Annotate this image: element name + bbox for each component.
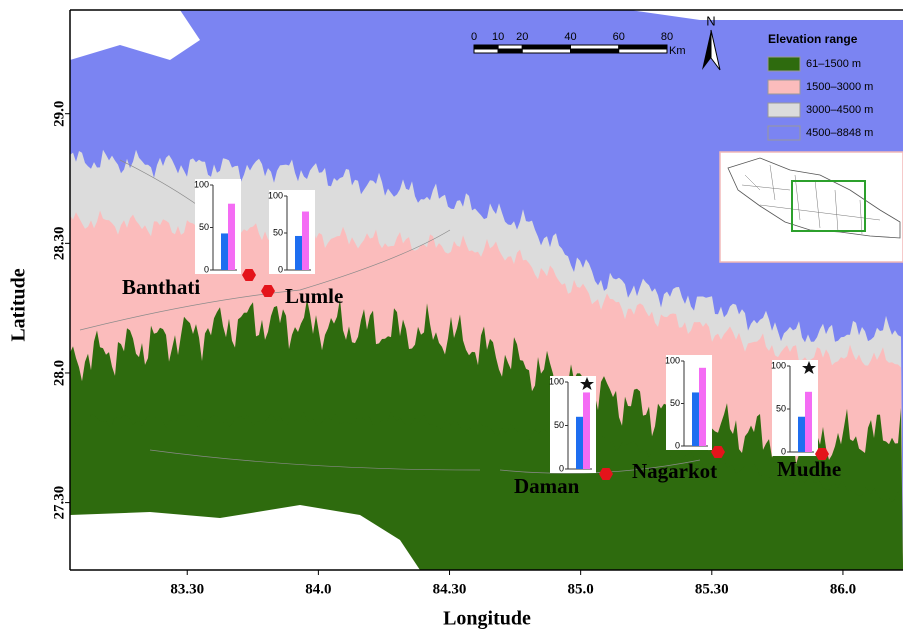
scale-label: 40 [564, 31, 576, 43]
y-tick-label: 29.0 [51, 101, 67, 127]
mini-tick-label: 100 [268, 190, 283, 200]
mini-bar [805, 391, 812, 452]
scale-segment [473, 44, 499, 50]
scale-segment-lower [521, 48, 571, 54]
mini-tick-label: 50 [670, 398, 680, 408]
x-tick-label: 85.0 [568, 581, 594, 597]
x-tick-label: 86.0 [830, 581, 856, 597]
mini-tick-label: 100 [665, 355, 680, 365]
x-tick-label: 85.30 [695, 581, 729, 597]
scale-segment-lower [497, 48, 523, 54]
y-tick-label: 27.30 [51, 486, 67, 520]
legend-label: 1500–3000 m [806, 81, 873, 93]
y-axis-label: Latitude [8, 268, 30, 341]
mini-tick-label: 0 [781, 446, 786, 456]
site-label: Mudhe [777, 457, 841, 481]
site-marker [261, 284, 275, 298]
mini-tick-label: 50 [776, 403, 786, 413]
mini-bar [576, 416, 583, 469]
scale-label: 0 [471, 31, 477, 43]
significance-star [802, 361, 816, 374]
mini-bar [699, 367, 706, 446]
x-tick-label: 84.30 [433, 581, 467, 597]
scale-segment-lower [570, 48, 620, 54]
mini-tick-label: 50 [273, 227, 283, 237]
mini-tick-label: 100 [771, 360, 786, 370]
scale-label: 10 [492, 31, 504, 43]
mini-tick-label: 0 [559, 463, 564, 473]
legend-label: 61–1500 m [806, 58, 861, 70]
mini-tick-label: 50 [554, 420, 564, 430]
mini-tick-label: 0 [204, 264, 209, 274]
site-label: Daman [514, 474, 580, 498]
north-arrow: N [702, 13, 721, 71]
legend-title: Elevation range [768, 32, 858, 46]
terrain-white-low [70, 505, 420, 570]
scale-label: 20 [516, 31, 528, 43]
scale-label: 60 [613, 31, 625, 43]
scale-segment [618, 44, 668, 50]
mini-bar [221, 233, 228, 270]
inset-map [719, 151, 903, 263]
mini-tick-label: 50 [199, 222, 209, 232]
scale-segment-lower [473, 48, 499, 54]
mini-tick-label: 0 [278, 264, 283, 274]
site-marker [242, 268, 256, 282]
legend-swatch [767, 56, 801, 72]
scale-segment-lower [618, 48, 668, 54]
mini-bar [228, 203, 235, 270]
site-label: Nagarkot [632, 459, 717, 483]
scale-segment [521, 44, 571, 50]
scale-segment [497, 44, 523, 50]
legend-swatch [767, 102, 801, 118]
scale-label: 80 [661, 31, 673, 43]
mini-tick-label: 100 [549, 376, 564, 386]
y-tick-label: 28.30 [51, 226, 67, 260]
significance-star [580, 377, 594, 390]
north-label: N [706, 13, 715, 28]
site-marker [815, 447, 829, 461]
mini-bar [295, 235, 302, 270]
x-tick-label: 84.0 [305, 581, 331, 597]
mini-bar [692, 392, 699, 446]
x-axis-label: Longitude [443, 608, 531, 630]
legend-swatch [767, 125, 801, 141]
scale-segment [570, 44, 620, 50]
legend-label: 3000–4500 m [806, 104, 873, 116]
mini-bar [798, 416, 805, 452]
x-tick-label: 83.30 [170, 581, 204, 597]
site-label: Lumle [285, 284, 343, 308]
terrain-white [70, 10, 903, 60]
mini-tick-label: 0 [675, 440, 680, 450]
legend-swatch [767, 79, 801, 95]
mini-tick-label: 100 [194, 179, 209, 189]
site-label: Banthati [122, 275, 200, 299]
legend-label: 4500–8848 m [806, 127, 873, 139]
scale-unit: Km [669, 45, 686, 57]
site-marker [599, 467, 613, 481]
mini-bar [583, 392, 590, 469]
mini-bar [302, 211, 309, 270]
rivers [79, 159, 701, 474]
y-tick-label: 28.0 [51, 360, 67, 386]
site-marker [711, 445, 725, 459]
